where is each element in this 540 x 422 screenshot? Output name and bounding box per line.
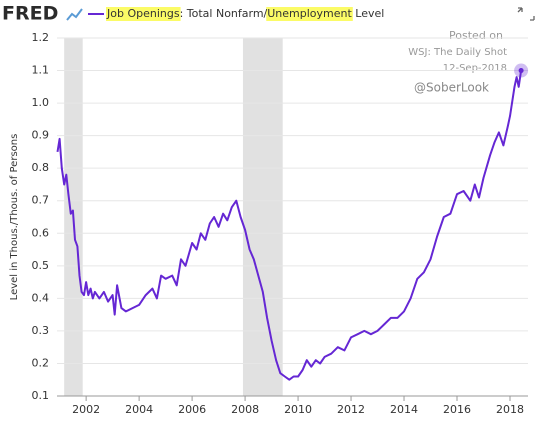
y-axis-label: Level in Thous./Thous. of Persons bbox=[9, 134, 20, 301]
y-tick-label: 0.5 bbox=[32, 259, 50, 272]
y-tick-label: 1.0 bbox=[32, 96, 50, 109]
y-tick-label: 0.9 bbox=[32, 129, 50, 142]
legend-label: Job Openings: Total Nonfarm/Unemployment… bbox=[106, 7, 384, 20]
x-tick-label: 2002 bbox=[72, 403, 100, 416]
x-tick-label: 2008 bbox=[231, 403, 259, 416]
x-tick-label: 2006 bbox=[178, 403, 206, 416]
y-tick-label: 1.1 bbox=[32, 64, 50, 77]
annotation: @SoberLook bbox=[414, 81, 489, 95]
y-tick-label: 0.3 bbox=[32, 324, 50, 337]
x-tick-label: 2012 bbox=[337, 403, 365, 416]
x-tick-label: 2004 bbox=[125, 403, 153, 416]
y-tick-label: 0.6 bbox=[32, 226, 50, 239]
y-tick-label: 1.2 bbox=[32, 31, 50, 44]
expand-icon[interactable] bbox=[517, 7, 535, 21]
end-point bbox=[518, 68, 524, 74]
x-tick-label: 2016 bbox=[443, 403, 471, 416]
plot-area: 0.1 0.2 0.3 0.4 0.5 0.6 0.7 0.8 0.9 1.0 1.1 1.2 2002… bbox=[32, 31, 529, 416]
annotation: 12-Sep-2018 bbox=[443, 63, 507, 74]
legend-highlight bbox=[266, 7, 353, 21]
brand-logo: FRED bbox=[2, 3, 58, 25]
annotation: WSJ: The Daily Shot bbox=[408, 47, 507, 58]
legend-highlight bbox=[106, 7, 181, 21]
y-tick-label: 0.2 bbox=[32, 356, 50, 369]
data-line bbox=[56, 70, 523, 381]
y-tick-label: 0.7 bbox=[32, 194, 50, 207]
y-tick-label: 0.4 bbox=[32, 291, 50, 304]
x-tick-label: 2014 bbox=[390, 403, 418, 416]
annotation: Posted on bbox=[449, 29, 503, 42]
x-tick-label: 2010 bbox=[284, 403, 312, 416]
recession-band bbox=[242, 38, 283, 396]
legend-highlights bbox=[106, 7, 353, 21]
x-tick-label: 2018 bbox=[496, 403, 524, 416]
y-tick-label: 0.1 bbox=[32, 389, 50, 402]
y-tick-label: 0.8 bbox=[32, 161, 50, 174]
logo-icon bbox=[66, 8, 83, 21]
